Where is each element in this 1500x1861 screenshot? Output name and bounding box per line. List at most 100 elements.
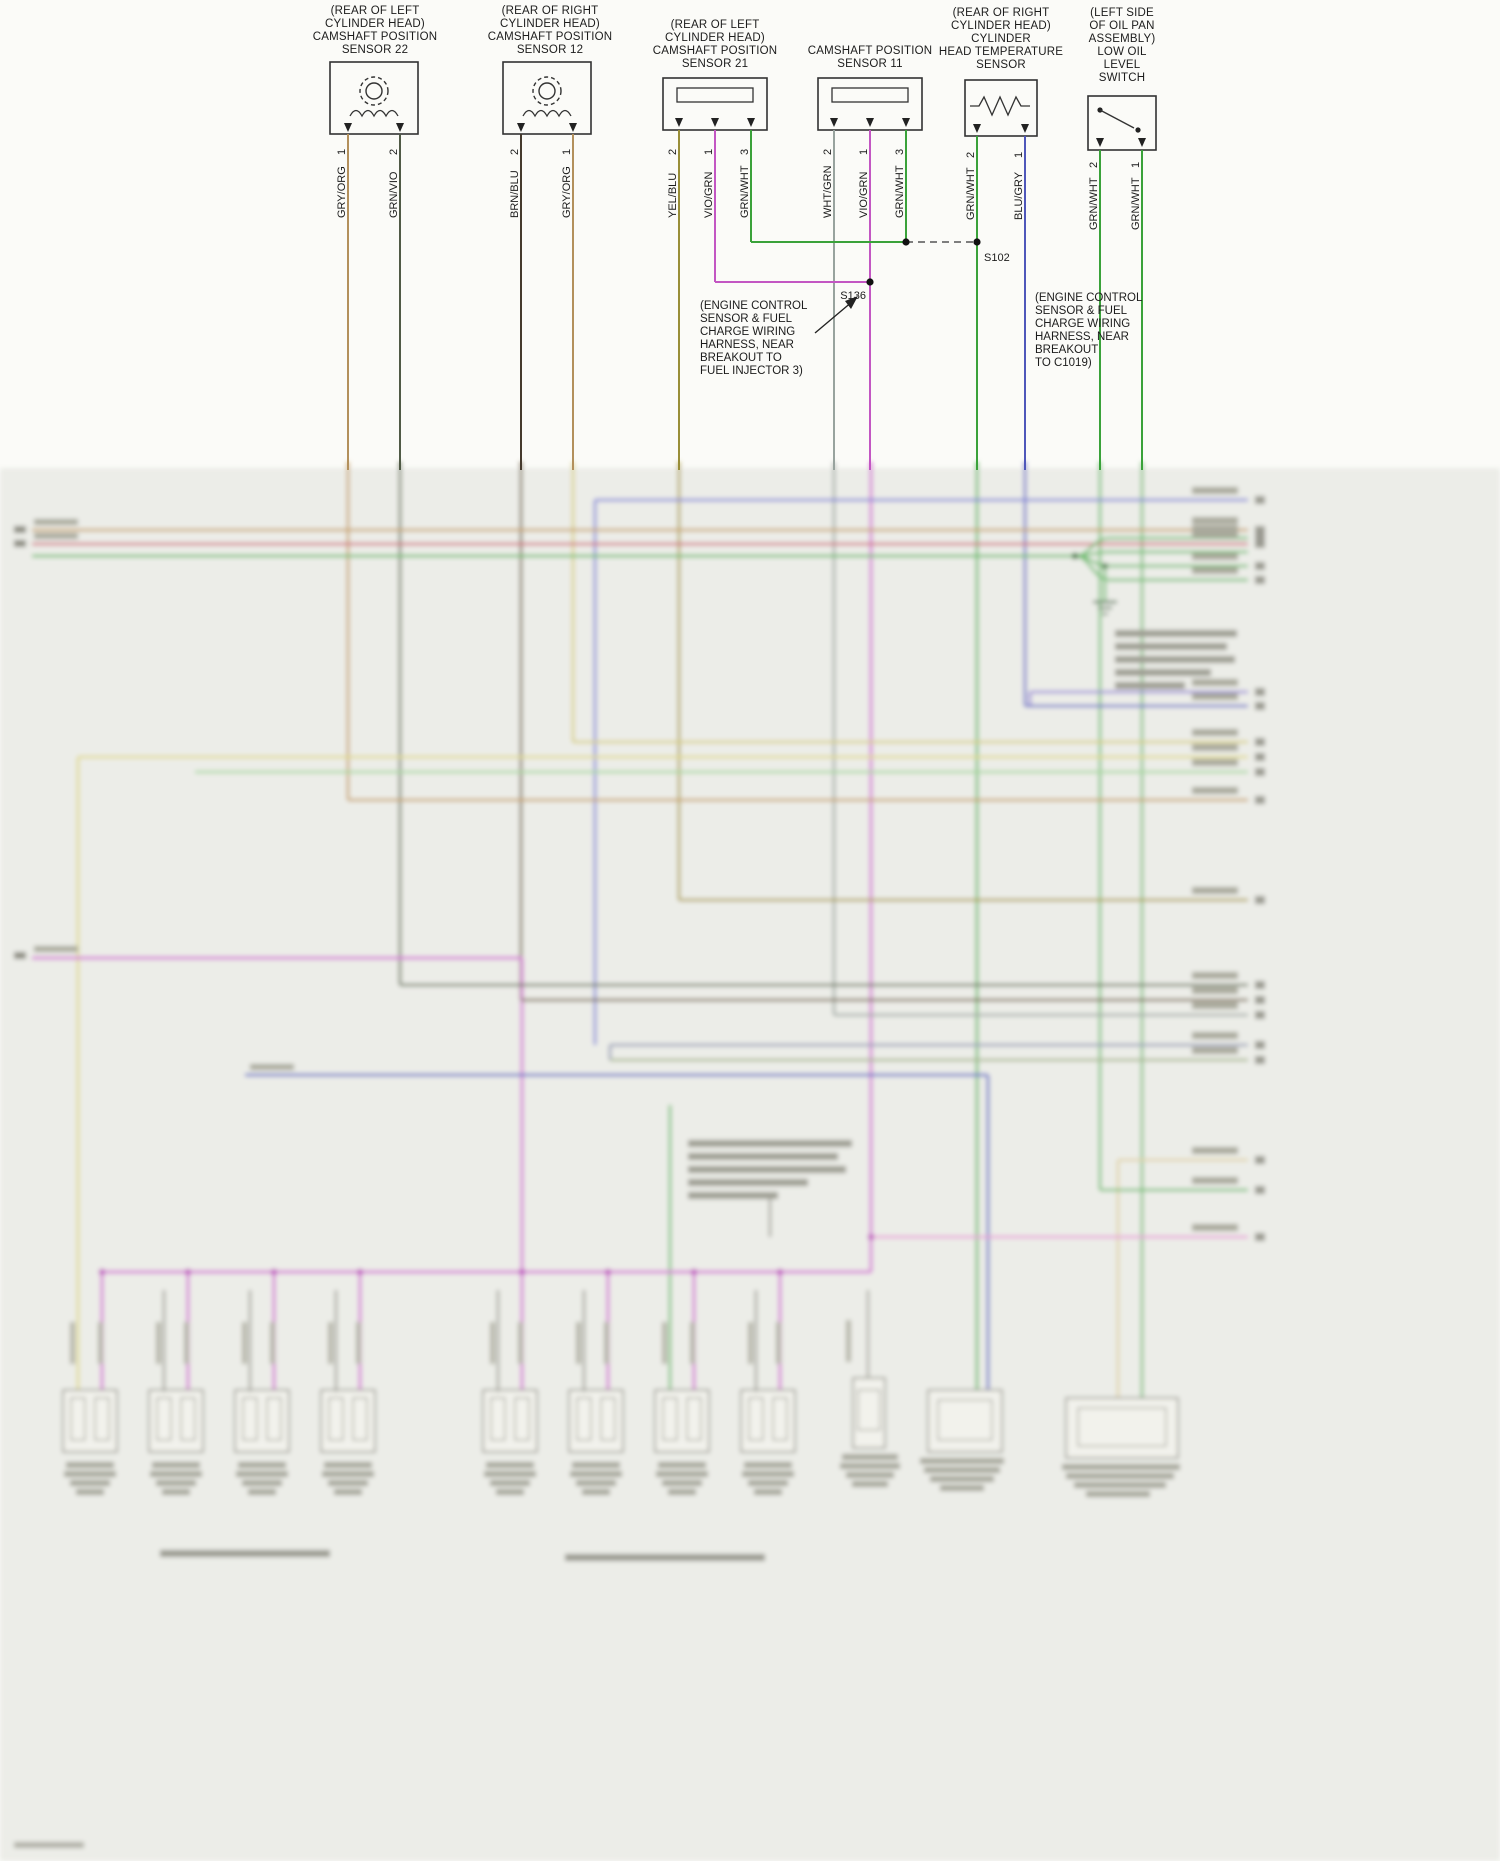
note-line: BREAKOUT: [1035, 344, 1098, 356]
connector-title: CAMSHAFT POSITION: [313, 31, 438, 43]
pin-number: 2: [667, 149, 679, 155]
connector-inner: [676, 87, 754, 103]
connector-title: (LEFT SIDE: [1090, 7, 1154, 19]
wire-color-label: GRN/WHT: [739, 165, 751, 218]
pin-number: 3: [739, 149, 751, 155]
pin-arrow-icon: [569, 123, 577, 132]
wire-color-label: BLU/GRY: [1013, 171, 1025, 220]
splice-s102-network: S102: [751, 238, 1010, 264]
note-line: CHARGE WIRING: [1035, 318, 1130, 330]
blurred-lower-region: [0, 462, 1500, 1861]
pin-arrow-icon: [1138, 138, 1146, 147]
note-line: SENSOR & FUEL: [1035, 305, 1128, 317]
pin-number: 1: [858, 149, 870, 155]
splice-s136-network: S136: [715, 278, 874, 334]
connector-title: SENSOR 11: [837, 58, 903, 70]
coil-winding-icon: [522, 109, 572, 118]
pin-number: 2: [1088, 162, 1100, 168]
note-s102: (ENGINE CONTROL SENSOR & FUEL CHARGE WIR…: [1035, 292, 1143, 369]
pin-number: 1: [1013, 152, 1025, 158]
note-arrow: [814, 300, 854, 334]
connector-title: SENSOR 22: [342, 44, 408, 56]
connector-title: SENSOR: [976, 59, 1026, 71]
pin-number: 1: [1130, 162, 1142, 168]
connector-title: SENSOR 21: [682, 58, 748, 70]
wire-color-label: GRN/WHT: [965, 167, 977, 220]
connector-title: SWITCH: [1099, 72, 1146, 84]
pin-number: 1: [561, 149, 573, 155]
pin-arrow-icon: [902, 118, 910, 127]
connector-title: (REAR OF LEFT: [331, 5, 420, 17]
connector-title: (REAR OF RIGHT: [502, 5, 599, 17]
pin-arrow-icon: [711, 118, 719, 127]
note-line: CHARGE WIRING: [700, 326, 795, 338]
connector-title: CYLINDER HEAD): [665, 32, 765, 44]
connector-cam-sensor-21: (REAR OF LEFT CYLINDER HEAD) CAMSHAFT PO…: [653, 19, 778, 470]
wire-color-label: GRY/ORG: [561, 166, 573, 218]
connector-title: (REAR OF RIGHT: [953, 7, 1050, 19]
note-line: (ENGINE CONTROL: [1035, 292, 1143, 304]
switch-lever-icon: [1099, 109, 1135, 129]
splice-label: S136: [840, 290, 866, 302]
connector-title: OF OIL PAN: [1089, 20, 1154, 32]
pin-arrow-icon: [747, 118, 755, 127]
pin-arrow-icon: [1096, 138, 1104, 147]
wire-color-label: GRN/WHT: [1130, 177, 1142, 230]
connector-title: LOW OIL: [1097, 46, 1147, 58]
wire-color-label: VIO/GRN: [703, 171, 715, 218]
connector-title: CYLINDER HEAD): [325, 18, 425, 30]
connector-title: CYLINDER: [971, 33, 1031, 45]
cam-gear-icon: [532, 76, 562, 106]
wire-color-label: VIO/GRN: [858, 171, 870, 218]
pin-arrow-icon: [830, 118, 838, 127]
connector-body: [329, 61, 419, 135]
note-line: FUEL INJECTOR 3): [700, 365, 803, 377]
connector-title: CAMSHAFT POSITION: [653, 45, 778, 57]
connector-title: SENSOR 12: [517, 44, 583, 56]
note-s136: (ENGINE CONTROL SENSOR & FUEL CHARGE WIR…: [700, 300, 808, 377]
wire-color-label: GRN/WHT: [894, 165, 906, 218]
connector-title: HEAD TEMPERATURE: [939, 46, 1063, 58]
connector-cam-sensor-11: CAMSHAFT POSITION SENSOR 11 2 WHT/GRN 1 …: [808, 45, 932, 470]
connector-cam-sensor-12: (REAR OF RIGHT CYLINDER HEAD) CAMSHAFT P…: [488, 5, 613, 470]
pin-number: 2: [822, 149, 834, 155]
connector-inner: [831, 87, 909, 103]
note-line: (ENGINE CONTROL: [700, 300, 808, 312]
pin-arrow-icon: [973, 124, 981, 133]
note-line: TO C1019): [1035, 357, 1092, 369]
note-line: HARNESS, NEAR: [1035, 331, 1129, 343]
connector-title: CAMSHAFT POSITION: [488, 31, 613, 43]
pin-number: 1: [336, 149, 348, 155]
connector-title: ASSEMBLY): [1089, 33, 1156, 45]
switch-contact-icon: [1135, 127, 1141, 133]
connector-body: [1087, 95, 1157, 151]
pin-arrow-icon: [344, 123, 352, 132]
connector-body: [964, 79, 1038, 137]
wire-color-label: GRN/WHT: [1088, 177, 1100, 230]
wire-color-label: YEL/BLU: [667, 173, 679, 218]
pin-number: 2: [509, 149, 521, 155]
pin-arrow-icon: [1021, 124, 1029, 133]
wire-color-label: GRN/VIO: [388, 171, 400, 218]
connector-body: [502, 61, 592, 135]
note-line: BREAKOUT TO: [700, 352, 782, 364]
connector-title: LEVEL: [1104, 59, 1141, 71]
cam-gear-icon: [538, 82, 556, 100]
cam-gear-icon: [365, 82, 383, 100]
connector-title: CYLINDER HEAD): [951, 20, 1051, 32]
pin-number: 3: [894, 149, 906, 155]
wire-color-label: GRY/ORG: [336, 166, 348, 218]
pin-number: 2: [388, 149, 400, 155]
pin-number: 1: [703, 149, 715, 155]
splice-label: S102: [984, 252, 1010, 264]
connector-low-oil-level-switch: (LEFT SIDE OF OIL PAN ASSEMBLY) LOW OIL …: [1087, 7, 1157, 470]
coil-winding-icon: [349, 109, 399, 118]
wire-color-label: WHT/GRN: [822, 165, 834, 218]
pin-arrow-icon: [396, 123, 404, 132]
splice-dot: [866, 278, 874, 286]
wire-color-label: BRN/BLU: [509, 170, 521, 218]
pin-arrow-icon: [866, 118, 874, 127]
splice-dot: [973, 238, 981, 246]
pin-arrow-icon: [675, 118, 683, 127]
